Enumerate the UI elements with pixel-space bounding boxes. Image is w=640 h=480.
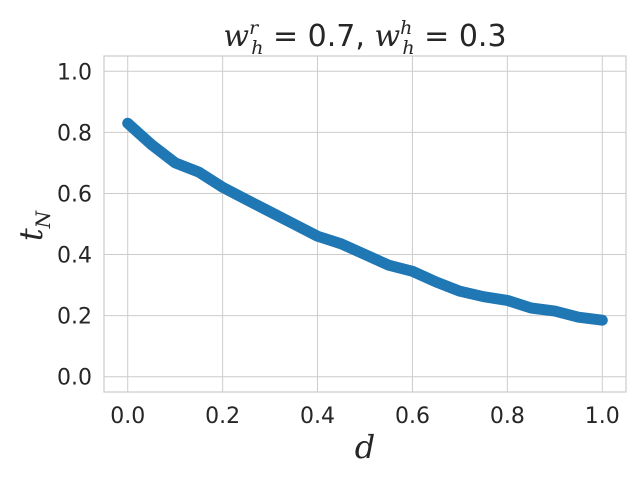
x-tick-label: 0.6 [395,404,430,429]
x-tick-label: 0.4 [300,404,335,429]
y-tick-label: 0.4 [57,244,92,269]
x-tick-label: 0.0 [110,404,145,429]
x-axis-label: d [355,428,375,466]
series-layer [122,117,608,326]
y-tick-label: 1.0 [57,60,92,85]
x-tick-label: 1.0 [585,404,620,429]
x-tick-label: 0.2 [205,404,240,429]
y-tick-label: 0.8 [57,121,92,146]
grid [104,56,626,392]
y-tick-label: 0.6 [57,182,92,207]
plot-frame [103,55,627,393]
chart-title: wr h = 0.7, wh h = 0.3 [223,17,506,59]
x-tick-labels: 0.0 0.2 0.4 0.6 0.8 1.0 [110,404,620,429]
y-tick-label: 0.0 [57,366,92,391]
series-line-0 [122,117,608,326]
y-axis-label: tN [12,209,55,241]
y-tick-labels: 0.0 0.2 0.4 0.6 0.8 1.0 [57,60,92,390]
y-tick-label: 0.2 [57,305,92,330]
x-tick-label: 0.8 [490,404,525,429]
